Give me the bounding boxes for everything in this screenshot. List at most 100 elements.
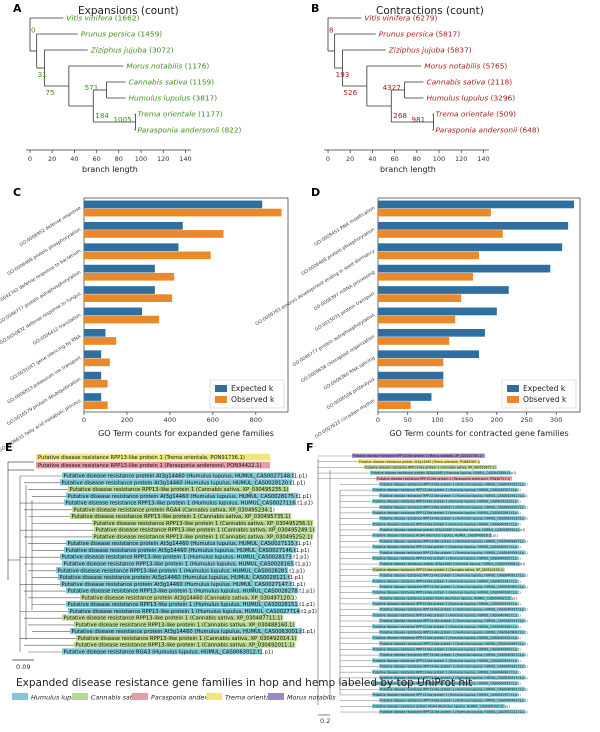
A-node-label: 571	[85, 83, 99, 92]
D-bar-expected	[378, 328, 485, 337]
leaf-highlight	[379, 538, 525, 544]
C-legend-expected: Expected k	[231, 384, 274, 393]
leaf-highlight	[379, 641, 525, 646]
panel-c-letter: C	[13, 186, 21, 199]
C-bar-expected	[84, 243, 179, 252]
B-x-tick-label: 20	[346, 155, 354, 163]
gene-leaf-label: Putative disease resistance RPP13-like p…	[373, 602, 521, 606]
leaf-highlight	[379, 573, 525, 578]
B-species-label: Cannabis sativa (2118)	[426, 78, 512, 87]
D-bar-observed	[378, 315, 456, 324]
species-name: Ziziphus jujuba	[388, 46, 445, 55]
C-bar-expected	[84, 307, 142, 316]
gene-leaf-label: Putative disease resistance protein At3g…	[62, 480, 306, 486]
leaf-highlight	[94, 526, 316, 533]
panel-a-title: Expansions (count)	[78, 5, 179, 17]
gene-leaf-label: Putative disease resistance RPP13-like p…	[373, 488, 521, 492]
gene-leaf-label: Putative disease resistance protein At3g…	[62, 582, 306, 588]
gene-leaf-label: Putative disease resistance protein At3g…	[72, 629, 316, 635]
gene-leaf-label: Putative disease resistance RPP13-like p…	[373, 545, 521, 549]
species-name: Ziziphus jujuba	[90, 46, 147, 55]
leaf-highlight	[370, 470, 511, 475]
D-bar-expected	[378, 243, 563, 252]
leaf-highlight	[66, 601, 298, 608]
C-bar-expected	[84, 264, 155, 273]
D-category-label: GO:0009658 chloroplast organization	[300, 334, 376, 385]
leaf-highlight	[64, 546, 296, 553]
species-name: Parasponia andersonii	[137, 126, 220, 135]
gene-leaf-label: Putative disease resistance RPP13-like p…	[373, 511, 521, 515]
D-x-tick-label: 150	[461, 416, 473, 424]
D-bar-observed	[378, 294, 462, 303]
gene-leaf-label: Putative disease resistance RPP13-like p…	[353, 454, 483, 458]
panel-b-letter: B	[311, 2, 319, 15]
leaf-highlight	[372, 510, 518, 515]
C-legend-swatch-observed	[215, 396, 227, 403]
gene-leaf-label: Putative disease resistance RPP13-like p…	[373, 682, 521, 686]
D-bar-observed	[378, 358, 444, 367]
gene-leaf-label: Putative disease resistance protein At3g…	[371, 471, 516, 475]
legend-swatch	[12, 693, 28, 700]
gene-leaf-label: Putative disease resistance RPP13-like p…	[373, 659, 521, 663]
leaf-highlight	[376, 476, 513, 481]
C-legend-observed: Observed k	[231, 395, 275, 404]
C-category-label: GO:0006468 protein phosphorylation	[6, 227, 82, 277]
C-bar-observed	[84, 208, 282, 217]
leaf-highlight	[379, 607, 525, 612]
D-category-label: GO:0009451 RNA modification	[313, 205, 376, 247]
species-name: Prunus persica	[81, 30, 136, 39]
leaf-highlight	[372, 635, 518, 640]
species-name: Vitis vinifera	[364, 14, 411, 23]
gene-leaf-label: Putative disease resistance RPP13-like p…	[72, 514, 291, 520]
gene-leaf-label: Putative disease resistance RPP13-like p…	[380, 517, 528, 521]
gene-leaf-label: Putative disease resistance RPP13-like p…	[380, 642, 528, 646]
leaf-highlight	[372, 544, 518, 549]
C-category-label: GO:0006813 potassium ion transport	[6, 355, 82, 406]
gene-leaf-label: Putative disease resistance protein RGA4…	[373, 704, 510, 708]
gene-leaf-label: Putative disease resistance protein At3g…	[380, 562, 525, 566]
A-species-label: Prunus persica (1459)	[81, 30, 163, 39]
A-node-label: 0	[31, 26, 36, 35]
leaf-highlight	[64, 499, 296, 506]
gene-leaf-label: Putative disease resistance RPP13-like p…	[365, 465, 496, 469]
gene-leaf-label: Putative disease resistance RPP13-like p…	[380, 687, 528, 691]
C-legend-swatch-expected	[215, 385, 227, 392]
leaf-highlight	[62, 648, 262, 655]
leaf-highlight	[372, 612, 518, 618]
legend-item-label: Humulus lupulus	[31, 694, 85, 702]
D-category-label: GO:0009793 embryo development ending in …	[254, 248, 376, 327]
leaf-highlight	[372, 556, 518, 561]
species-name: Vitis vinifera	[66, 14, 113, 23]
B-species-label: Morus notabilis (5765)	[424, 62, 507, 71]
B-x-tick-label: 120	[455, 155, 467, 163]
B-x-tick-label: 80	[413, 155, 421, 163]
species-count: (822)	[219, 126, 241, 135]
C-bar-observed	[84, 230, 224, 238]
leaf-highlight	[372, 624, 518, 629]
C-x-tick-label: 400	[164, 416, 176, 424]
C-x-axis-label: GO Term counts for expanded gene familie…	[98, 429, 274, 438]
gene-leaf-label: Putative disease resistance RPP13-like p…	[70, 487, 289, 493]
C-bar-expected	[84, 393, 102, 401]
e-scale-label: 0.09	[16, 663, 30, 671]
gene-leaf-label: Putative disease resistance RPP13-like p…	[38, 463, 262, 469]
leaf-highlight	[68, 607, 300, 614]
D-bar-expected	[378, 200, 575, 209]
leaf-highlight	[60, 553, 292, 560]
D-bar-observed	[378, 401, 411, 410]
species-count: (5837)	[445, 46, 472, 55]
species-count: (3296)	[488, 94, 515, 103]
B-species-label: Vitis vinifera (6279)	[364, 14, 437, 23]
D-bar-observed	[378, 251, 479, 260]
leaf-highlight	[66, 540, 298, 547]
D-category-label: GO:0015031 protein transport	[314, 291, 376, 333]
D-bar-expected	[378, 307, 497, 316]
A-species-label: Humulus lupulus (3817)	[128, 94, 217, 103]
C-legend-box	[209, 379, 285, 409]
leaf-highlight	[72, 506, 272, 513]
C-bar-observed	[84, 379, 108, 388]
gene-leaf-label: Putative disease resistance RPP13-like p…	[76, 622, 295, 628]
species-name: Cannabis sativa	[128, 78, 187, 87]
f-scale-label: 0.2	[320, 717, 330, 725]
gene-leaf-label: Putative disease resistance RPP13-like p…	[380, 494, 528, 498]
